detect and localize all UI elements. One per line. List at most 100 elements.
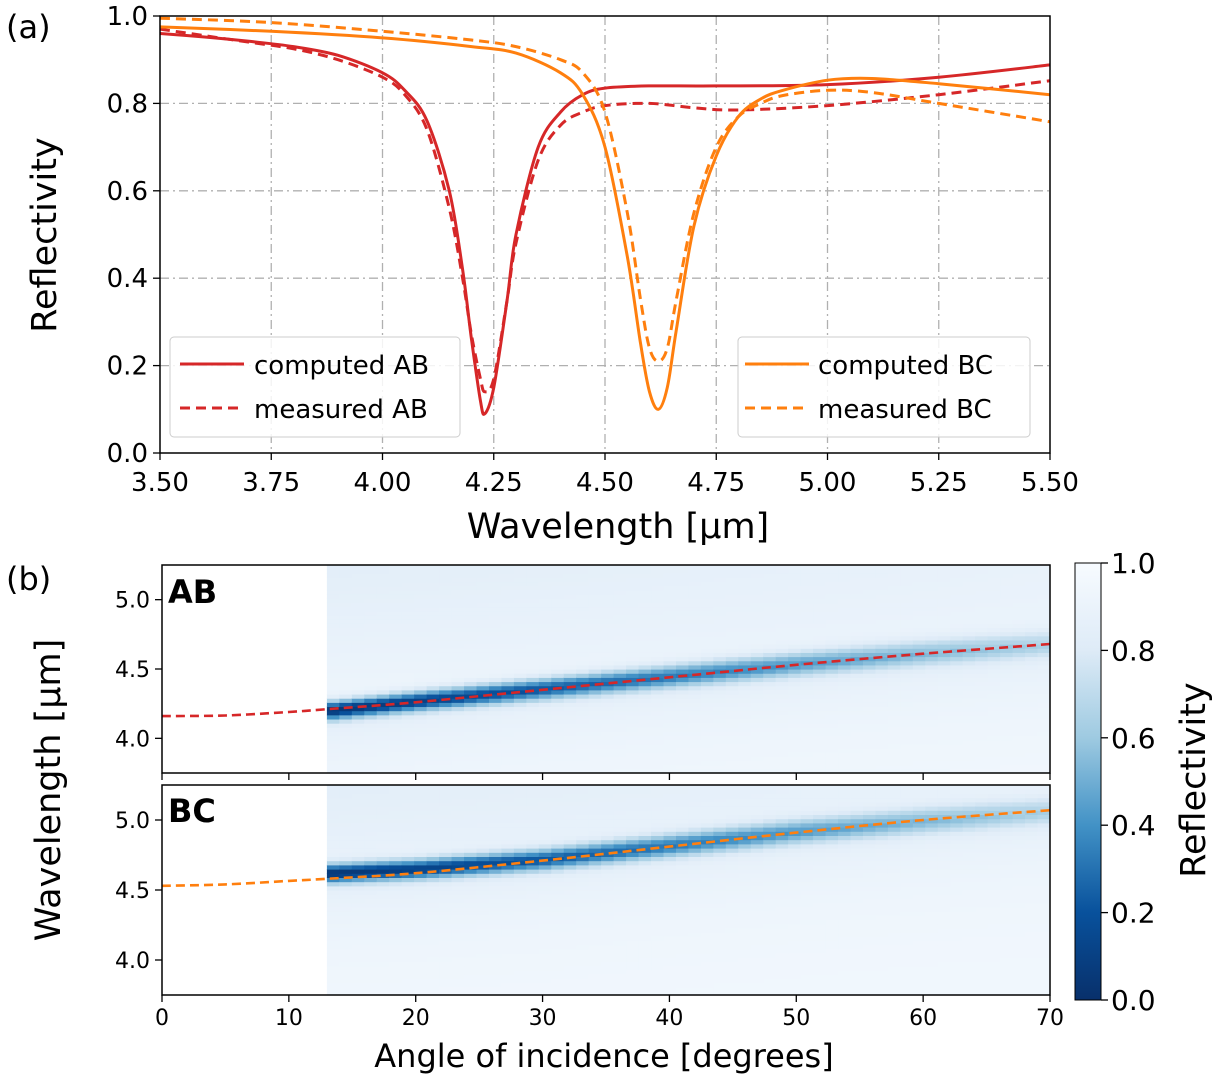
heatmap-cell bbox=[750, 789, 764, 794]
heatmap-cell bbox=[651, 818, 665, 824]
heatmap-cell bbox=[962, 627, 976, 633]
heatmap-cell bbox=[725, 685, 739, 691]
heatmap-cell bbox=[788, 953, 802, 958]
heatmap-cell bbox=[626, 748, 640, 753]
heatmap-cell bbox=[426, 756, 440, 762]
heatmap-cell bbox=[763, 652, 777, 658]
heatmap-cell bbox=[588, 990, 602, 995]
heatmap-cell bbox=[887, 581, 901, 587]
heatmap-cell bbox=[975, 585, 989, 591]
heatmap-cell bbox=[551, 902, 565, 908]
y-tick-label: 0.6 bbox=[107, 177, 148, 207]
heatmap-cell bbox=[663, 990, 677, 995]
heatmap-cell bbox=[501, 873, 515, 878]
heatmap-cell bbox=[326, 936, 340, 941]
heatmap-cell bbox=[713, 831, 727, 836]
heatmap-cell bbox=[563, 864, 577, 870]
heatmap-cell bbox=[476, 760, 490, 766]
heatmap-cell bbox=[626, 831, 640, 836]
heatmap-cell bbox=[351, 614, 365, 620]
heatmap-cell bbox=[763, 944, 777, 950]
heatmap-cell bbox=[638, 990, 652, 995]
heatmap-cell bbox=[626, 639, 640, 645]
heatmap-cell bbox=[326, 685, 340, 691]
heatmap-cell bbox=[713, 898, 727, 904]
heatmap-cell bbox=[464, 706, 478, 712]
heatmap-cell bbox=[601, 839, 615, 845]
heatmap-cell bbox=[501, 614, 515, 620]
heatmap-cell bbox=[563, 664, 577, 670]
heatmap-cell bbox=[800, 673, 814, 678]
heatmap-cell bbox=[663, 768, 677, 773]
heatmap-cell bbox=[376, 898, 390, 904]
heatmap-cell bbox=[364, 698, 378, 703]
heatmap-cell bbox=[1012, 619, 1026, 624]
heatmap-cell bbox=[488, 581, 503, 587]
heatmap-cell bbox=[551, 919, 565, 925]
heatmap-cell bbox=[825, 685, 839, 691]
heatmap-cell bbox=[713, 818, 727, 824]
heatmap-cell bbox=[813, 718, 827, 724]
heatmap-cell bbox=[626, 986, 640, 992]
heatmap-cell bbox=[476, 789, 490, 794]
heatmap-cell bbox=[675, 839, 690, 845]
heatmap-cell bbox=[488, 860, 503, 866]
heatmap-cell bbox=[850, 598, 864, 604]
heatmap-cell bbox=[825, 714, 839, 720]
heatmap-cell bbox=[813, 986, 827, 992]
heatmap-cell bbox=[725, 698, 739, 703]
heatmap-cell bbox=[488, 627, 503, 633]
heatmap-cell bbox=[414, 814, 428, 820]
heatmap-cell bbox=[738, 614, 752, 620]
heatmap-cell bbox=[364, 835, 378, 841]
heatmap-cell bbox=[488, 714, 503, 720]
heatmap-cell bbox=[962, 739, 976, 745]
heatmap-cell bbox=[763, 764, 777, 770]
heatmap-cell bbox=[551, 693, 565, 699]
heatmap-cell bbox=[1037, 727, 1050, 732]
heatmap-cell bbox=[588, 631, 602, 637]
heatmap-cell bbox=[912, 644, 926, 649]
heatmap-cell bbox=[788, 760, 802, 766]
heatmap-cell bbox=[588, 881, 602, 887]
heatmap-cell bbox=[526, 664, 540, 670]
series-computed-bc bbox=[160, 25, 1050, 411]
heatmap-cell bbox=[501, 685, 515, 691]
heatmap-cell bbox=[663, 898, 677, 904]
heatmap-cell bbox=[526, 965, 540, 971]
heatmap-cell bbox=[738, 673, 752, 678]
heatmap-cell bbox=[675, 681, 690, 687]
x-tick-label: 5.00 bbox=[799, 468, 857, 498]
heatmap-cell bbox=[526, 644, 540, 649]
heatmap-cell bbox=[351, 869, 365, 874]
heatmap-cell bbox=[326, 785, 340, 790]
heatmap-cell bbox=[576, 814, 590, 820]
heatmap-cell bbox=[626, 919, 640, 925]
heatmap-cell bbox=[700, 656, 714, 662]
heatmap-cell bbox=[476, 660, 490, 666]
heatmap-cell bbox=[576, 789, 590, 794]
heatmap-cell bbox=[738, 801, 752, 807]
heatmap-cell bbox=[563, 919, 577, 925]
legend-measured-ab-label: measured AB bbox=[254, 395, 428, 425]
heatmap-cell bbox=[651, 702, 665, 708]
heatmap-cell bbox=[987, 581, 1001, 587]
heatmap-cell bbox=[738, 814, 752, 820]
heatmap-cell bbox=[439, 953, 453, 958]
heatmap-cell bbox=[651, 681, 665, 687]
heatmap-cell bbox=[613, 848, 627, 853]
heatmap-cell bbox=[875, 652, 889, 658]
heatmap-cell bbox=[1012, 594, 1026, 599]
heatmap-cell bbox=[513, 660, 527, 666]
heatmap-cell bbox=[526, 602, 540, 608]
heatmap-cell bbox=[414, 860, 428, 866]
heatmap-cell bbox=[975, 656, 989, 662]
heatmap-cell bbox=[426, 789, 440, 794]
heatmap-cell bbox=[476, 756, 490, 762]
heatmap-cell bbox=[825, 890, 839, 895]
heatmap-cell bbox=[476, 932, 490, 937]
heatmap-cell bbox=[513, 677, 527, 683]
heatmap-cell bbox=[713, 839, 727, 845]
heatmap-cell bbox=[513, 631, 527, 637]
heatmap-cell bbox=[975, 739, 989, 745]
